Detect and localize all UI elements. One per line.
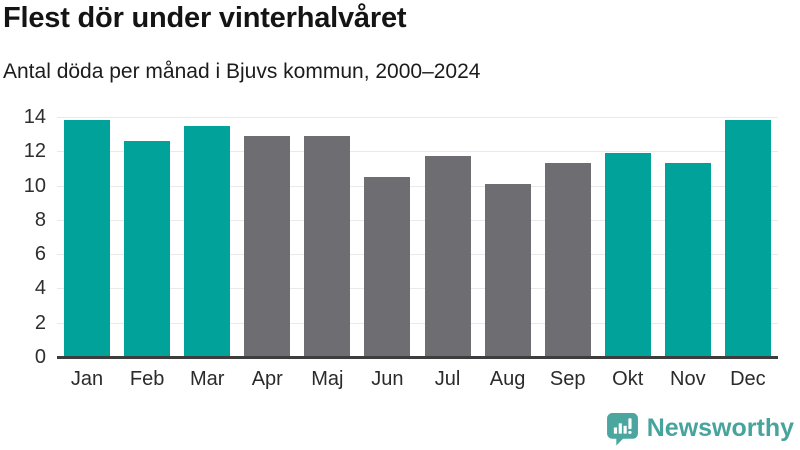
gridline-4 (57, 288, 778, 290)
x-tick-label-jul: Jul (434, 368, 461, 390)
bar-jun (364, 177, 411, 357)
bar-slot-okt (598, 117, 658, 357)
gridline-14 (57, 117, 778, 118)
gridline-2 (57, 322, 778, 324)
bar-dec (724, 120, 771, 357)
bar-slot-feb (117, 117, 177, 357)
x-tick-label-mar: Mar (189, 368, 225, 390)
chart-subtitle: Antal döda per månad i Bjuvs kommun, 200… (3, 60, 481, 83)
gridline-10 (57, 185, 778, 187)
x-tick-label-jan: Jan (70, 368, 104, 390)
bar-apr (244, 135, 291, 357)
chart-title: Flest dör under vinterhalvåret (3, 2, 407, 34)
bar-sep (544, 163, 591, 357)
bar-slot-maj (297, 117, 357, 357)
y-tick-label-4: 4 (34, 277, 46, 300)
y-tick-label-10: 10 (23, 174, 46, 197)
bar-feb (124, 141, 171, 357)
gridline-6 (57, 254, 778, 256)
bar-jan (64, 120, 111, 357)
x-tick-label-sep: Sep (549, 368, 586, 390)
x-tick-label-feb: Feb (129, 368, 165, 390)
x-axis-labels: Jan Feb Mar Apr Maj Jun Jul Aug Sep Okt Nov Dec (57, 368, 778, 391)
bar-slot-jul (417, 117, 477, 357)
bar-slot-sep (538, 117, 598, 357)
x-axis-line (57, 356, 778, 359)
bar-slot-nov (658, 117, 718, 357)
x-tick-label-aug: Aug (489, 368, 526, 390)
bar-nov (664, 163, 711, 357)
y-tick-label-2: 2 (34, 311, 46, 334)
bar-jul (424, 156, 471, 357)
bar-chart-speech-bubble-icon (606, 413, 638, 446)
y-tick-label-8: 8 (34, 208, 46, 231)
newsworthy-logo: Newsworthy (605, 411, 794, 446)
bar-mar (184, 125, 231, 357)
gridline-8 (57, 219, 778, 221)
bar-slot-aug (478, 117, 538, 357)
bar-maj (304, 135, 351, 357)
x-tick-label-nov: Nov (670, 368, 706, 390)
x-tick-label-maj: Maj (311, 368, 344, 390)
bar-aug (484, 183, 531, 357)
bar-okt (604, 153, 651, 357)
newsworthy-wordmark: Newsworthy (646, 414, 794, 442)
bar-series (57, 117, 778, 357)
gridline-12 (57, 151, 778, 153)
y-tick-label-6: 6 (34, 243, 46, 266)
bar-slot-dec (718, 117, 778, 357)
bar-slot-apr (237, 117, 297, 357)
y-tick-label-14: 14 (23, 106, 46, 128)
bar-slot-jan (57, 117, 117, 357)
x-tick-label-apr: Apr (251, 368, 283, 390)
y-tick-label-12: 12 (23, 140, 46, 163)
x-tick-label-jun: Jun (371, 368, 404, 390)
y-tick-label-0: 0 (34, 346, 46, 368)
bar-slot-mar (177, 117, 237, 357)
bar-slot-jun (357, 117, 417, 357)
x-tick-label-dec: Dec (730, 368, 766, 390)
x-tick-label-okt: Okt (612, 368, 644, 390)
